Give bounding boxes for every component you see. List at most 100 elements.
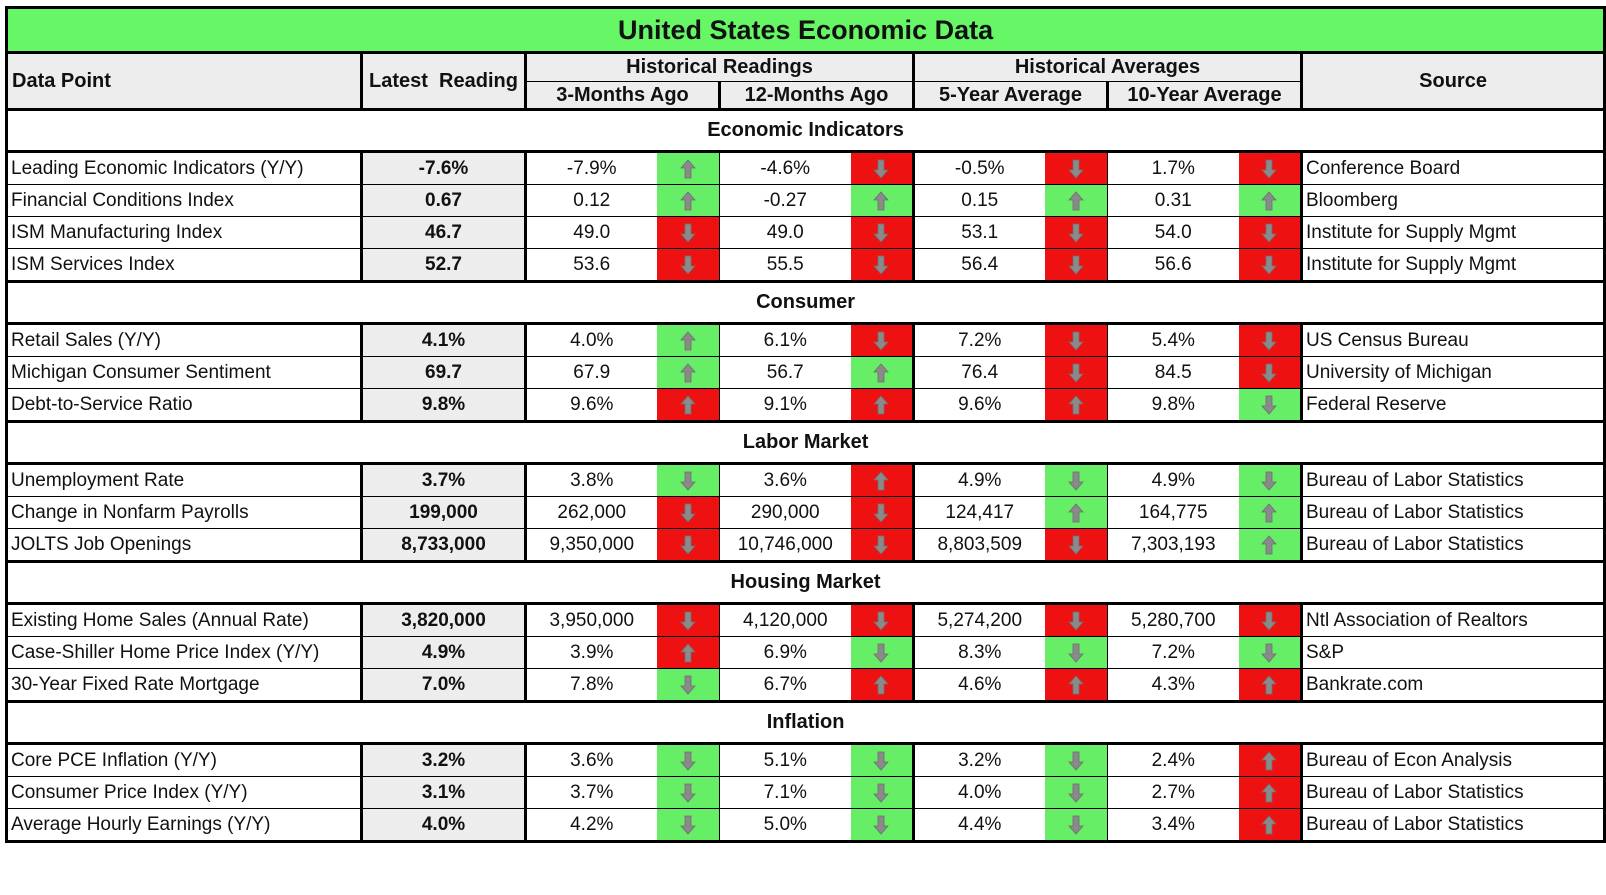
- 10-year-average-value: 9.8%: [1107, 388, 1239, 423]
- table-row: Financial Conditions Index 0.67 0.12 -0.27 0…: [5, 184, 1606, 217]
- 10-year-average-trend-cell: [1238, 636, 1303, 669]
- 12-months-ago-value: 5.1%: [719, 743, 851, 777]
- 12-months-ago-trend-cell: [850, 248, 915, 283]
- arrow-down-icon: [851, 254, 911, 276]
- 12-months-ago-value: 4,120,000: [719, 603, 851, 637]
- latest-reading-value: 7.0%: [361, 668, 527, 703]
- arrow-up-icon: [851, 394, 911, 416]
- 12-months-ago-value: 55.5: [719, 248, 851, 283]
- table-row: Change in Nonfarm Payrolls 199,000 262,000…: [5, 496, 1606, 529]
- 5-year-average-trend-cell: [1044, 743, 1108, 777]
- 3-months-ago-trend-cell: [656, 808, 720, 843]
- 10-year-average-trend-cell: [1238, 496, 1303, 529]
- arrow-up-icon: [657, 394, 719, 416]
- 3-months-ago-value: 3,950,000: [525, 603, 657, 637]
- 12-months-ago-trend-cell: [850, 496, 915, 529]
- header-10-year-average: 10-Year Average: [1106, 81, 1303, 111]
- 5-year-average-trend-cell: [1044, 323, 1108, 357]
- arrow-up-icon: [657, 330, 719, 352]
- source-label: Conference Board: [1300, 151, 1606, 185]
- 10-year-average-value: 7.2%: [1107, 636, 1239, 669]
- data-point-label: Leading Economic Indicators (Y/Y): [5, 151, 363, 185]
- latest-reading-value: 4.9%: [361, 636, 527, 669]
- section-header-row: Labor Market: [4, 420, 1606, 465]
- latest-reading-value: 46.7: [361, 216, 527, 249]
- arrow-down-icon: [1045, 254, 1107, 276]
- arrow-down-icon: [851, 750, 911, 772]
- arrow-down-icon: [1045, 782, 1107, 804]
- 10-year-average-trend-cell: [1238, 356, 1303, 389]
- 12-months-ago-value: 6.9%: [719, 636, 851, 669]
- 10-year-average-trend-cell: [1238, 151, 1303, 185]
- source-label: Bureau of Labor Statistics: [1300, 496, 1606, 529]
- 12-months-ago-trend-cell: [850, 603, 915, 637]
- header-3-months-ago: 3-Months Ago: [524, 81, 720, 111]
- 3-months-ago-trend-cell: [656, 463, 720, 497]
- table-row: Retail Sales (Y/Y) 4.1% 4.0% 6.1% 7.2% 5.4% US…: [5, 323, 1606, 357]
- 5-year-average-value: 5,274,200: [913, 603, 1045, 637]
- 3-months-ago-value: 9.6%: [525, 388, 657, 423]
- 10-year-average-value: 1.7%: [1107, 151, 1239, 185]
- latest-reading-value: 199,000: [361, 496, 527, 529]
- table-row: Case-Shiller Home Price Index (Y/Y) 4.9% 3…: [5, 636, 1606, 669]
- source-label: Institute for Supply Mgmt: [1300, 216, 1606, 249]
- 5-year-average-trend-cell: [1044, 463, 1108, 497]
- latest-reading-value: 3.1%: [361, 776, 527, 809]
- 5-year-average-trend-cell: [1044, 151, 1108, 185]
- header-source: Source: [1299, 51, 1606, 111]
- 12-months-ago-trend-cell: [850, 216, 915, 249]
- arrow-down-icon: [1045, 158, 1107, 180]
- arrow-down-icon: [1239, 642, 1299, 664]
- 5-year-average-trend-cell: [1044, 248, 1108, 283]
- source-label: University of Michigan: [1300, 356, 1606, 389]
- arrow-down-icon: [1239, 470, 1299, 492]
- 5-year-average-trend-cell: [1044, 496, 1108, 529]
- 12-months-ago-value: -0.27: [719, 184, 851, 217]
- arrow-up-icon: [1239, 750, 1299, 772]
- 10-year-average-trend-cell: [1238, 776, 1303, 809]
- data-point-label: Financial Conditions Index: [5, 184, 363, 217]
- 3-months-ago-trend-cell: [656, 636, 720, 669]
- 5-year-average-value: 4.4%: [913, 808, 1045, 843]
- 12-months-ago-trend-cell: [850, 743, 915, 777]
- table-row: Consumer Price Index (Y/Y) 3.1% 3.7% 7.1% 4.…: [5, 776, 1606, 809]
- 3-months-ago-trend-cell: [656, 248, 720, 283]
- table-row: Debt-to-Service Ratio 9.8% 9.6% 9.1% 9.6% 9.8…: [5, 388, 1606, 423]
- arrow-down-icon: [657, 674, 719, 696]
- arrow-down-icon: [1045, 222, 1107, 244]
- source-label: S&P: [1300, 636, 1606, 669]
- 10-year-average-value: 2.4%: [1107, 743, 1239, 777]
- table-row: JOLTS Job Openings 8,733,000 9,350,000 10,7…: [5, 528, 1606, 563]
- 5-year-average-trend-cell: [1044, 603, 1108, 637]
- 3-months-ago-value: 0.12: [525, 184, 657, 217]
- arrow-up-icon: [851, 190, 911, 212]
- section-title: Consumer: [4, 280, 1606, 325]
- 5-year-average-trend-cell: [1044, 776, 1108, 809]
- latest-reading-value: 8,733,000: [361, 528, 527, 563]
- arrow-down-icon: [1239, 222, 1299, 244]
- 3-months-ago-value: 3.9%: [525, 636, 657, 669]
- 5-year-average-value: 4.9%: [913, 463, 1045, 497]
- source-label: Bureau of Labor Statistics: [1300, 463, 1606, 497]
- header-historical-readings: Historical Readings: [524, 51, 915, 82]
- 3-months-ago-value: 3.7%: [525, 776, 657, 809]
- data-point-label: Debt-to-Service Ratio: [5, 388, 363, 423]
- table-row: ISM Services Index 52.7 53.6 55.5 56.4 56.6 In…: [5, 248, 1606, 283]
- 10-year-average-value: 54.0: [1107, 216, 1239, 249]
- 3-months-ago-trend-cell: [656, 528, 720, 563]
- 3-months-ago-trend-cell: [656, 603, 720, 637]
- section-header-row: Housing Market: [4, 560, 1606, 605]
- 12-months-ago-trend-cell: [850, 463, 915, 497]
- 3-months-ago-value: 7.8%: [525, 668, 657, 703]
- table-row: Average Hourly Earnings (Y/Y) 4.0% 4.2% 5.0…: [5, 808, 1606, 843]
- 12-months-ago-trend-cell: [850, 776, 915, 809]
- data-point-label: Retail Sales (Y/Y): [5, 323, 363, 357]
- 10-year-average-value: 4.3%: [1107, 668, 1239, 703]
- 12-months-ago-value: 6.1%: [719, 323, 851, 357]
- section-title: Economic Indicators: [4, 108, 1606, 153]
- data-point-label: Michigan Consumer Sentiment: [5, 356, 363, 389]
- arrow-down-icon: [851, 534, 911, 556]
- 12-months-ago-trend-cell: [850, 151, 915, 185]
- 3-months-ago-trend-cell: [656, 323, 720, 357]
- 10-year-average-trend-cell: [1238, 184, 1303, 217]
